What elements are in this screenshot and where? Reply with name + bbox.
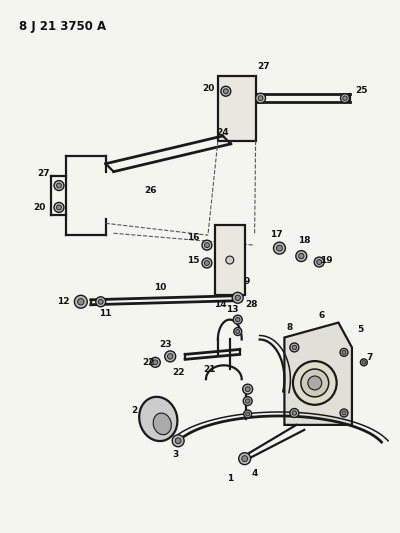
Circle shape: [236, 317, 240, 322]
Text: 17: 17: [270, 230, 283, 239]
Circle shape: [362, 361, 366, 364]
Text: 26: 26: [144, 186, 156, 195]
Circle shape: [340, 94, 350, 103]
Circle shape: [172, 435, 184, 447]
Circle shape: [54, 203, 64, 212]
Circle shape: [343, 96, 347, 100]
Circle shape: [98, 299, 103, 304]
Circle shape: [175, 438, 181, 444]
Text: 1: 1: [227, 474, 233, 483]
Text: 5: 5: [357, 325, 363, 334]
Circle shape: [232, 292, 243, 303]
Circle shape: [56, 183, 62, 188]
Text: 25: 25: [356, 86, 368, 95]
Circle shape: [360, 359, 367, 366]
Circle shape: [153, 360, 158, 365]
Circle shape: [342, 411, 346, 415]
Text: 8 J 21 3750 A: 8 J 21 3750 A: [19, 20, 106, 33]
Circle shape: [168, 353, 173, 359]
Circle shape: [301, 369, 329, 397]
Text: 2: 2: [131, 407, 138, 416]
Text: 28: 28: [245, 300, 258, 309]
Circle shape: [276, 245, 282, 251]
Text: 7: 7: [367, 353, 373, 362]
Circle shape: [340, 409, 348, 417]
Circle shape: [342, 350, 346, 354]
Circle shape: [223, 88, 228, 94]
Polygon shape: [218, 76, 256, 141]
Circle shape: [202, 258, 212, 268]
Text: 16: 16: [187, 233, 199, 241]
Circle shape: [221, 86, 231, 96]
Circle shape: [245, 386, 250, 392]
Text: 6: 6: [318, 311, 325, 320]
Circle shape: [165, 351, 176, 362]
Text: 22: 22: [172, 368, 184, 377]
Circle shape: [74, 295, 87, 308]
Text: 20: 20: [202, 84, 214, 93]
Text: 19: 19: [320, 255, 332, 264]
Circle shape: [246, 399, 250, 403]
Circle shape: [244, 410, 252, 418]
Circle shape: [243, 384, 253, 394]
Circle shape: [290, 343, 299, 352]
Circle shape: [233, 315, 242, 324]
Ellipse shape: [153, 413, 171, 435]
Circle shape: [308, 376, 322, 390]
Circle shape: [258, 96, 263, 101]
Circle shape: [239, 453, 251, 465]
Circle shape: [293, 361, 337, 405]
Circle shape: [242, 456, 248, 462]
Circle shape: [96, 297, 106, 306]
Text: 20: 20: [33, 203, 45, 212]
Text: 3: 3: [172, 450, 178, 459]
Circle shape: [204, 261, 210, 265]
Text: 24: 24: [216, 128, 229, 138]
Text: 4: 4: [252, 469, 258, 478]
Circle shape: [78, 298, 84, 305]
Circle shape: [226, 256, 234, 264]
Circle shape: [236, 329, 240, 334]
Circle shape: [234, 328, 242, 335]
Polygon shape: [284, 322, 352, 425]
Circle shape: [54, 181, 64, 190]
Text: 15: 15: [187, 255, 199, 264]
Circle shape: [290, 408, 299, 417]
Text: 18: 18: [298, 236, 310, 245]
Ellipse shape: [139, 397, 178, 441]
Text: 12: 12: [57, 297, 69, 306]
Text: 11: 11: [100, 309, 112, 318]
Circle shape: [340, 349, 348, 357]
Text: 23: 23: [159, 340, 172, 349]
Text: 22: 22: [142, 358, 155, 367]
Text: 21: 21: [204, 365, 216, 374]
Circle shape: [314, 257, 324, 267]
Circle shape: [298, 253, 304, 259]
Text: 9: 9: [244, 277, 250, 286]
Text: 8: 8: [286, 323, 292, 332]
Circle shape: [243, 397, 252, 406]
Circle shape: [235, 295, 240, 301]
Text: 13: 13: [226, 305, 239, 314]
Circle shape: [317, 260, 322, 264]
Circle shape: [204, 243, 210, 248]
Circle shape: [256, 93, 266, 103]
Text: 27: 27: [257, 62, 270, 71]
Circle shape: [292, 345, 296, 350]
Text: 10: 10: [154, 284, 166, 293]
Circle shape: [202, 240, 212, 250]
Circle shape: [150, 357, 160, 367]
Circle shape: [274, 242, 286, 254]
Circle shape: [292, 411, 296, 415]
Circle shape: [296, 251, 307, 262]
Circle shape: [56, 205, 62, 210]
Circle shape: [246, 412, 250, 416]
Polygon shape: [215, 225, 245, 295]
Text: 14: 14: [214, 300, 226, 309]
Text: 27: 27: [37, 169, 50, 178]
